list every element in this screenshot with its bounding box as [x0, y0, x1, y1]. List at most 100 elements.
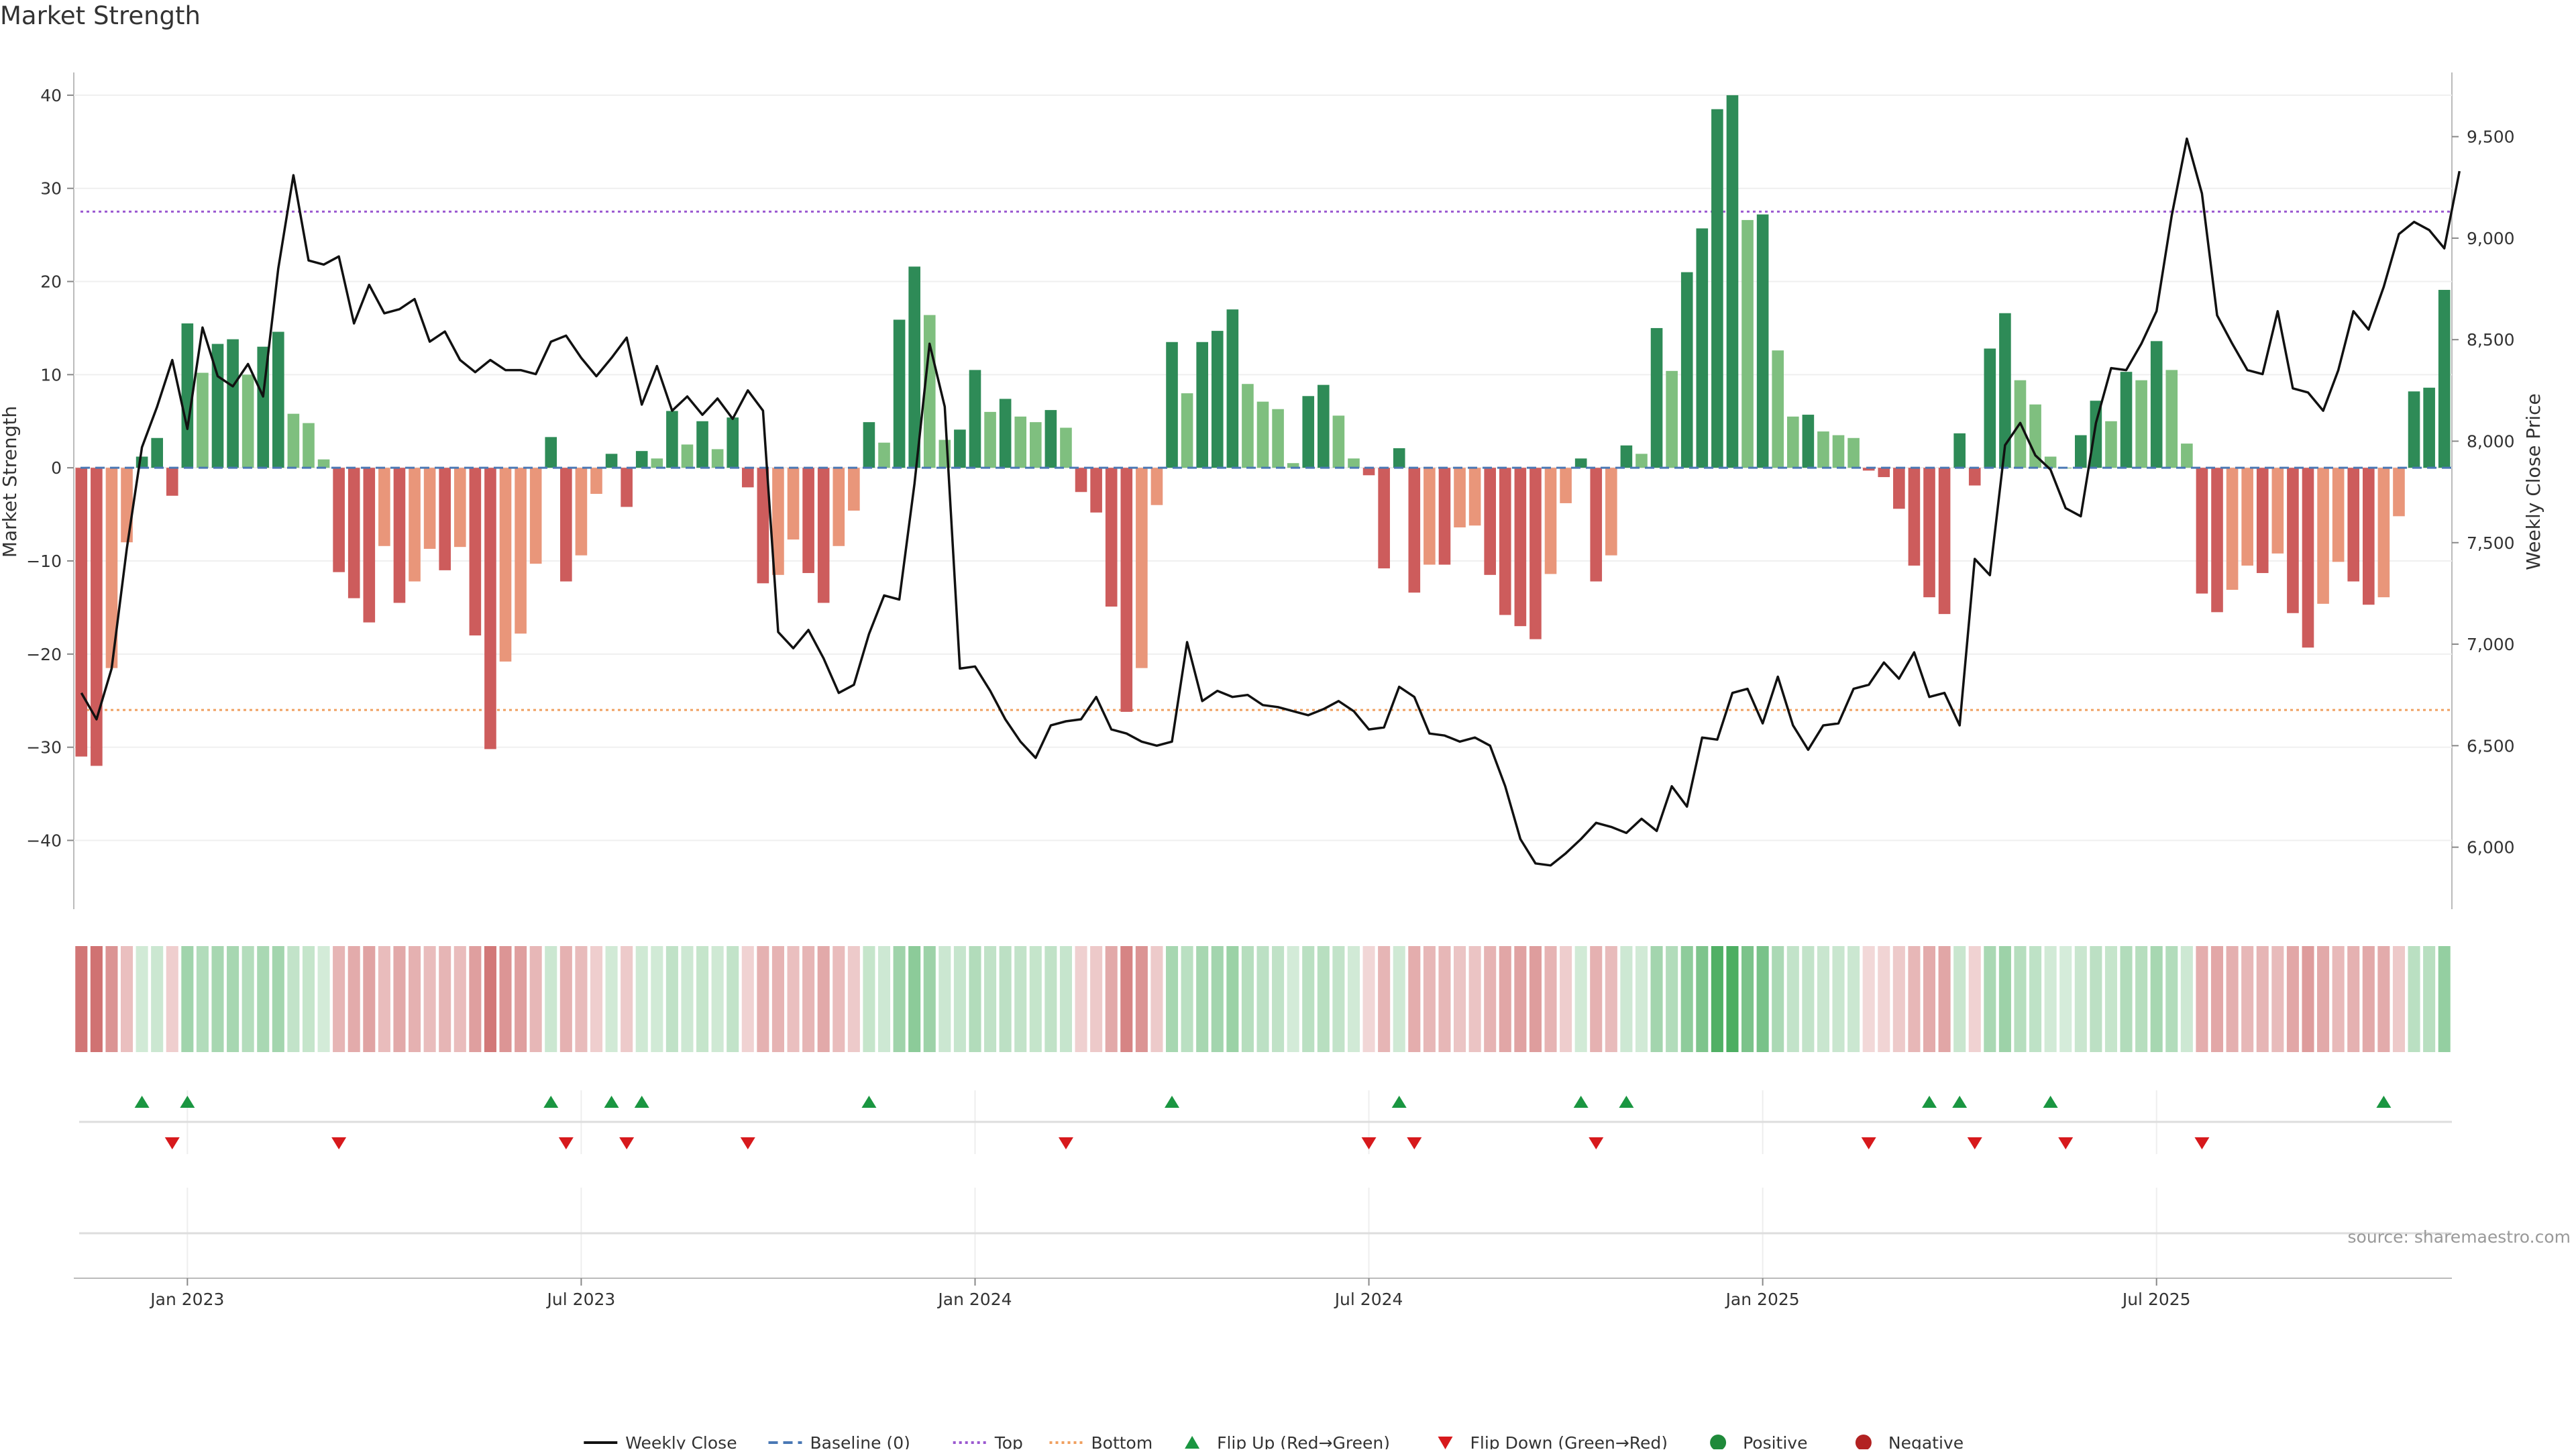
heat-cell — [635, 946, 648, 1052]
strength-bar — [2408, 391, 2420, 468]
heat-cell — [257, 946, 270, 1052]
flip-up-marker — [1619, 1096, 1634, 1108]
strength-bar — [1590, 468, 1603, 582]
strength-bar — [681, 444, 694, 468]
heat-cell — [1378, 946, 1391, 1052]
heat-cell — [1226, 946, 1239, 1052]
strength-bar — [1242, 384, 1254, 468]
flip-up-marker — [2043, 1096, 2058, 1108]
flip-up-marker — [861, 1096, 877, 1108]
heat-cell — [1135, 946, 1148, 1052]
strength-bar — [1332, 415, 1345, 468]
heat-cell — [1454, 946, 1466, 1052]
strength-bar — [1136, 468, 1148, 668]
flip-down-marker — [558, 1137, 574, 1149]
heat-cell — [2165, 946, 2178, 1052]
y-tick-label: 20 — [40, 272, 62, 292]
heat-cell — [2120, 946, 2133, 1052]
heat-cell — [1514, 946, 1527, 1052]
strength-bar — [1393, 448, 1405, 468]
heat-cell — [499, 946, 512, 1052]
heat-cell — [166, 946, 178, 1052]
strength-bar — [1878, 468, 1890, 478]
strength-bar — [1029, 422, 1042, 468]
strength-bar — [1362, 468, 1375, 476]
strength-bar — [347, 468, 360, 599]
heat-cell — [347, 946, 360, 1052]
legend-label: Weekly Close — [625, 1433, 737, 1449]
strength-bar — [2165, 370, 2178, 468]
strength-bar — [287, 413, 300, 468]
heat-cell — [515, 946, 527, 1052]
heat-cell — [877, 946, 891, 1052]
heat-cell — [1347, 946, 1360, 1052]
strength-bar — [227, 339, 239, 468]
strength-bar — [999, 399, 1012, 468]
strength-bar — [2393, 468, 2405, 517]
flip-down-marker — [1861, 1137, 1876, 1149]
heat-cell — [2408, 946, 2420, 1052]
strength-bar — [363, 468, 376, 623]
heat-cell — [908, 946, 921, 1052]
x-tick-label: Jan 2024 — [936, 1290, 1012, 1309]
flip-down-marker — [2194, 1137, 2210, 1149]
heat-cell — [1802, 946, 1815, 1052]
heat-cell — [665, 946, 678, 1052]
heat-cell — [727, 946, 739, 1052]
strength-bar — [272, 331, 284, 468]
heat-cell — [409, 946, 421, 1052]
heat-cell — [863, 946, 875, 1052]
heat-cell — [227, 946, 239, 1052]
strength-bar — [181, 323, 194, 468]
weekly-close-line — [80, 137, 2461, 867]
heat-cell — [272, 946, 284, 1052]
heat-cell — [1332, 946, 1345, 1052]
heat-cell — [2014, 946, 2027, 1052]
strength-bar — [2120, 372, 2133, 468]
strength-bar — [439, 468, 451, 570]
strength-bar — [1060, 427, 1072, 468]
strength-bar — [2377, 468, 2390, 598]
y-tick-label: 40 — [40, 86, 62, 105]
strength-bar — [105, 468, 118, 668]
heat-cell — [1181, 946, 1193, 1052]
strength-bar — [2105, 421, 2117, 468]
strength-bar — [1893, 468, 1905, 509]
legend-label: Negative — [1888, 1433, 1964, 1449]
legend-label: Positive — [1743, 1433, 1807, 1449]
strength-bar — [1529, 468, 1542, 639]
strength-bar — [2044, 456, 2057, 468]
heat-cell — [423, 946, 436, 1052]
heat-cell — [681, 946, 694, 1052]
heat-cell — [211, 946, 224, 1052]
y2-tick-label: 7,500 — [2467, 533, 2515, 553]
strength-bar — [1196, 342, 1208, 468]
heat-cell — [1090, 946, 1103, 1052]
y-tick-label: −40 — [26, 831, 62, 850]
heat-cell — [1408, 946, 1421, 1052]
strength-bar — [1287, 463, 1299, 468]
flip-up-marker — [1391, 1096, 1407, 1108]
strength-bar — [1650, 327, 1663, 468]
heat-cell — [1680, 946, 1693, 1052]
heat-cell — [378, 946, 390, 1052]
heat-cell — [2074, 946, 2087, 1052]
flip-up-marker — [543, 1096, 559, 1108]
legend-dot-icon — [1855, 1435, 1872, 1451]
heat-cell — [75, 946, 88, 1052]
flip-down-marker — [1058, 1137, 1073, 1149]
strength-bar — [1211, 331, 1224, 468]
heat-cell — [1120, 946, 1133, 1052]
strength-bar — [1348, 458, 1360, 468]
heat-cell — [787, 946, 800, 1052]
legend-label: Bottom — [1091, 1433, 1153, 1449]
heat-cell — [181, 946, 194, 1052]
source-label: source: sharemaestro.com — [2348, 1227, 2571, 1247]
strength-bar — [1514, 468, 1527, 627]
heat-cell — [453, 946, 466, 1052]
strength-bar — [1105, 468, 1118, 607]
y2-tick-label: 6,000 — [2467, 838, 2515, 858]
strength-bar — [1847, 437, 1860, 468]
heat-cell — [2196, 946, 2208, 1052]
y2-tick-label: 9,000 — [2467, 229, 2515, 248]
